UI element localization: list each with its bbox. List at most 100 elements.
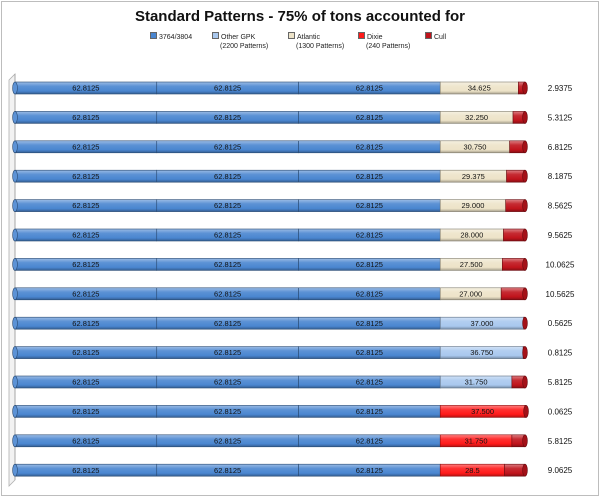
label-row-11-base-3: 62.8125 bbox=[356, 378, 383, 387]
cull-value-row-11: 5.8125 bbox=[548, 378, 573, 387]
bar-row-11-start-cap bbox=[12, 375, 18, 389]
bar-row-8-cull bbox=[500, 287, 526, 301]
label-row-7-base-1: 62.8125 bbox=[72, 260, 99, 269]
bar-row-12-end-cap bbox=[523, 405, 529, 418]
chart-title: Standard Patterns - 75% of tons accounte… bbox=[134, 8, 466, 25]
chart-wall bbox=[8, 73, 16, 487]
bar-row-9-start-cap bbox=[12, 316, 18, 330]
label-row-4-base-1: 62.8125 bbox=[72, 172, 99, 181]
label-row-1-base-2: 62.8125 bbox=[214, 84, 241, 93]
label-row-10-fourth: 36.750 bbox=[470, 348, 493, 357]
label-row-7-fourth: 27.500 bbox=[460, 260, 483, 269]
label-row-14-base-1: 62.8125 bbox=[72, 466, 99, 475]
cull-value-row-12: 0.0625 bbox=[548, 407, 573, 416]
label-row-9-base-3: 62.8125 bbox=[356, 319, 383, 328]
bar-row-1-end-cap bbox=[522, 81, 528, 95]
legend-swatch-cull bbox=[425, 32, 432, 39]
label-row-3-base-3: 62.8125 bbox=[356, 142, 383, 151]
bar-row-3-end-cap bbox=[522, 140, 528, 154]
label-row-1-base-3: 62.8125 bbox=[356, 84, 383, 93]
bar-row-2-start-cap bbox=[12, 111, 18, 124]
label-row-5-base-3: 62.8125 bbox=[356, 201, 383, 210]
label-row-11-base-1: 62.8125 bbox=[72, 378, 99, 387]
legend-label-cull: Cull bbox=[434, 34, 447, 41]
legend-swatch-3764-3804 bbox=[150, 32, 157, 39]
label-row-6-base-1: 62.8125 bbox=[72, 231, 99, 240]
label-row-14-base-3: 62.8125 bbox=[356, 466, 383, 475]
label-row-3-base-1: 62.8125 bbox=[72, 142, 99, 151]
label-row-8-base-1: 62.8125 bbox=[72, 289, 99, 298]
bar-row-6-start-cap bbox=[12, 228, 18, 242]
label-row-2-base-3: 62.8125 bbox=[356, 113, 383, 122]
legend-sub-other-gpk: (2200 Patterns) bbox=[220, 43, 269, 50]
label-row-14-fourth: 28.5 bbox=[465, 466, 480, 475]
bar-row-5-end-cap bbox=[522, 199, 528, 212]
cull-value-row-14: 9.0625 bbox=[548, 466, 573, 475]
legend-item-3764-3804: 3764/3804 bbox=[150, 32, 192, 42]
label-row-9-base-1: 62.8125 bbox=[72, 319, 99, 328]
cull-value-row-5: 8.5625 bbox=[548, 202, 573, 211]
label-row-11-fourth: 31.750 bbox=[465, 378, 488, 387]
label-row-8-base-3: 62.8125 bbox=[356, 289, 383, 298]
legend-label-dixie: Dixie bbox=[367, 34, 383, 41]
label-row-4-base-3: 62.8125 bbox=[356, 172, 383, 181]
label-row-8-fourth: 27.000 bbox=[459, 289, 482, 298]
label-row-5-base-1: 62.8125 bbox=[72, 201, 99, 210]
bar-row-11-end-cap bbox=[522, 375, 528, 389]
label-row-7-base-3: 62.8125 bbox=[356, 260, 383, 269]
label-row-11-base-2: 62.8125 bbox=[214, 378, 241, 387]
cull-value-row-8: 10.5625 bbox=[546, 290, 575, 299]
bar-row-5-cull bbox=[505, 199, 526, 212]
bar-row-10-end-cap bbox=[522, 346, 528, 359]
label-row-7-base-2: 62.8125 bbox=[214, 260, 241, 269]
legend-sub-dixie: (240 Patterns) bbox=[366, 43, 411, 50]
legend-item-cull: Cull bbox=[425, 32, 446, 42]
legend-swatch-dixie bbox=[358, 32, 365, 39]
bar-row-14-end-cap bbox=[522, 463, 528, 477]
label-row-5-base-2: 62.8125 bbox=[214, 201, 241, 210]
cull-value-row-3: 6.8125 bbox=[548, 143, 573, 152]
label-row-4-base-2: 62.8125 bbox=[214, 172, 241, 181]
label-row-1-base-1: 62.8125 bbox=[72, 84, 99, 93]
bar-row-1-start-cap bbox=[12, 81, 18, 95]
label-row-9-fourth: 37.000 bbox=[471, 319, 494, 328]
bar-row-8-start-cap bbox=[12, 287, 18, 301]
label-row-5-fourth: 29.000 bbox=[461, 201, 484, 210]
bar-row-14-cull bbox=[504, 463, 526, 477]
legend-item-atlantic: Atlantic (1300 Patterns) bbox=[288, 32, 344, 51]
label-row-13-base-1: 62.8125 bbox=[72, 436, 99, 445]
legend-swatch-other-gpk bbox=[212, 32, 219, 39]
label-row-13-base-3: 62.8125 bbox=[356, 436, 383, 445]
bar-row-4-start-cap bbox=[12, 169, 18, 183]
legend-item-other-gpk: Other GPK (2200 Patterns) bbox=[212, 32, 268, 51]
cull-value-row-10: 0.8125 bbox=[548, 349, 573, 358]
label-row-3-base-2: 62.8125 bbox=[214, 142, 241, 151]
label-row-10-base-2: 62.8125 bbox=[214, 348, 241, 357]
label-row-2-base-2: 62.8125 bbox=[214, 113, 241, 122]
label-row-1-fourth: 34.625 bbox=[468, 84, 491, 93]
label-row-13-base-2: 62.8125 bbox=[214, 436, 241, 445]
cull-value-row-13: 5.8125 bbox=[548, 437, 573, 446]
label-row-13-fourth: 31.750 bbox=[465, 436, 488, 445]
bar-row-7-start-cap bbox=[12, 258, 18, 271]
bar-row-13-start-cap bbox=[12, 434, 18, 448]
bar-row-2-end-cap bbox=[522, 111, 528, 124]
bar-row-10-start-cap bbox=[12, 346, 18, 359]
cull-value-row-4: 8.1875 bbox=[548, 172, 573, 181]
label-row-10-base-3: 62.8125 bbox=[356, 348, 383, 357]
label-row-6-base-2: 62.8125 bbox=[214, 231, 241, 240]
bar-row-7-end-cap bbox=[522, 258, 528, 271]
chart-legend: 3764/3804 Other GPK (2200 Patterns) Atla… bbox=[150, 32, 510, 56]
legend-label-atlantic: Atlantic bbox=[297, 34, 320, 41]
label-row-6-fourth: 28.000 bbox=[460, 231, 483, 240]
bar-row-7-cull bbox=[501, 258, 526, 271]
bar-row-4-end-cap bbox=[522, 169, 528, 183]
legend-swatch-atlantic bbox=[288, 32, 295, 39]
bar-row-9-end-cap bbox=[522, 316, 528, 330]
bar-row-5-start-cap bbox=[12, 199, 18, 212]
label-row-8-base-2: 62.8125 bbox=[214, 289, 241, 298]
bar-row-3-start-cap bbox=[12, 140, 18, 154]
cull-value-row-7: 10.0625 bbox=[546, 260, 575, 269]
label-row-14-base-2: 62.8125 bbox=[214, 466, 241, 475]
label-row-12-base-3: 62.8125 bbox=[356, 407, 383, 416]
